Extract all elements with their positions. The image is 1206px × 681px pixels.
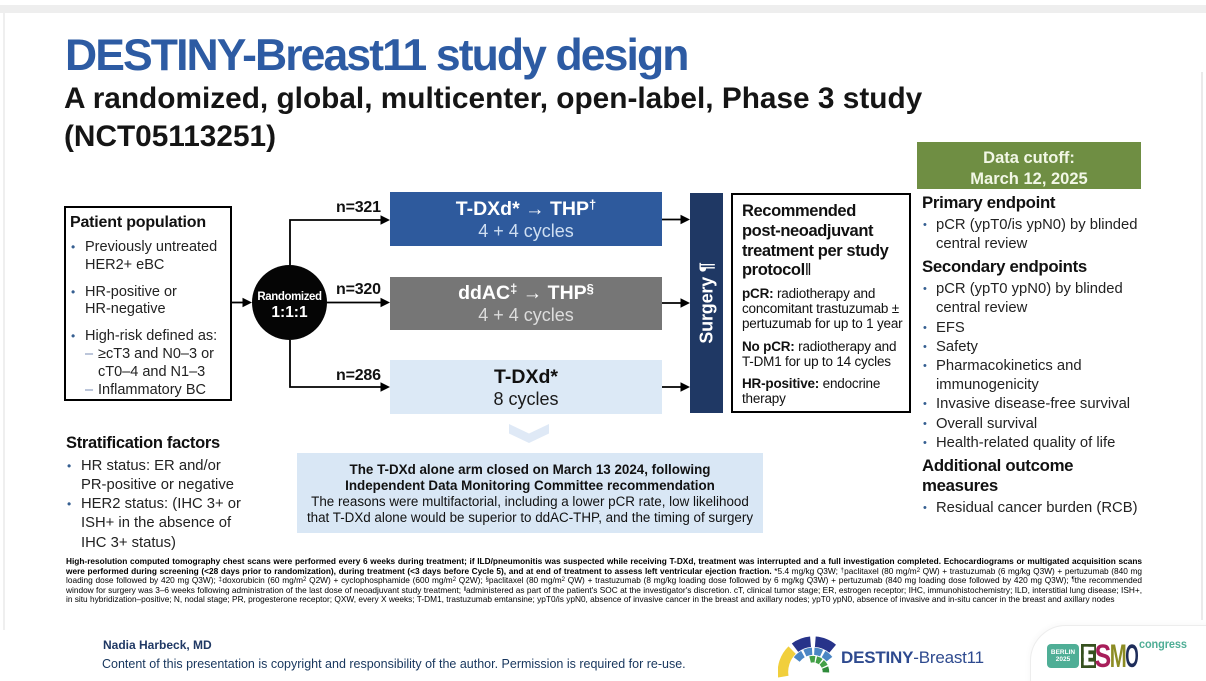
svg-text:M: M [1110,644,1127,669]
svg-text:O: O [1125,644,1139,669]
svg-text:S: S [1095,644,1112,669]
